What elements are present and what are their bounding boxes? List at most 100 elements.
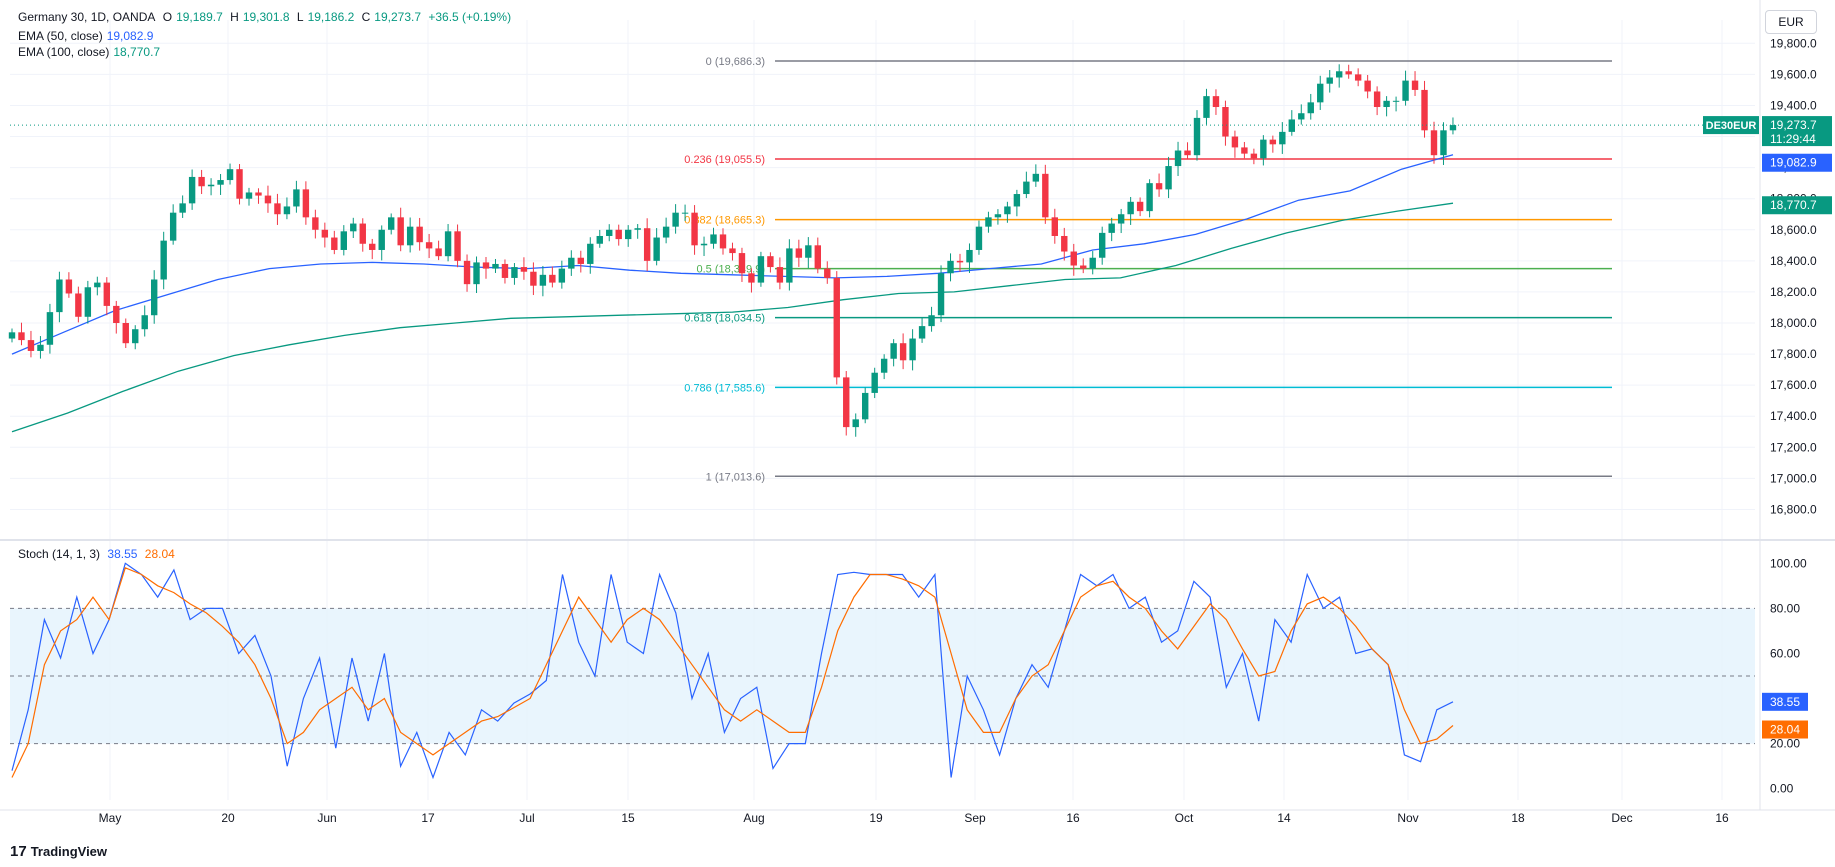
candle-body bbox=[947, 260, 954, 274]
candle-body bbox=[454, 231, 461, 261]
last-price-tag-bg bbox=[1762, 116, 1832, 147]
candle-body bbox=[160, 240, 167, 280]
x-tick-label: 20 bbox=[221, 811, 235, 825]
fib-label: 0.382 (18,665.3) bbox=[684, 215, 765, 227]
candle-body bbox=[757, 256, 765, 283]
candle-body bbox=[994, 214, 1002, 218]
candle-body bbox=[1061, 235, 1068, 252]
candle-body bbox=[606, 229, 613, 236]
candle-body bbox=[824, 268, 831, 278]
candle-body bbox=[672, 212, 679, 227]
y-tick-label: 17,800.0 bbox=[1770, 347, 1817, 361]
candle-body bbox=[795, 248, 803, 258]
candle-body bbox=[18, 332, 25, 341]
candle-body bbox=[1089, 257, 1096, 269]
candle-body bbox=[1383, 100, 1390, 108]
candle-body bbox=[1326, 77, 1333, 84]
candle-body bbox=[1165, 166, 1172, 190]
candle-body bbox=[890, 343, 897, 359]
y-tick-label: 17,600.0 bbox=[1770, 378, 1817, 392]
candle-body bbox=[169, 212, 177, 241]
candle-body bbox=[264, 195, 272, 204]
x-tick-label: Oct bbox=[1175, 811, 1194, 825]
candle-body bbox=[1070, 251, 1077, 266]
candle-body bbox=[122, 323, 129, 344]
candle-body bbox=[814, 245, 821, 269]
tradingview-logo[interactable]: 17 TradingView bbox=[10, 843, 107, 860]
candle-body bbox=[75, 293, 82, 317]
candle-body bbox=[226, 169, 234, 181]
stoch-d-line bbox=[11, 566, 1454, 778]
symbol-title[interactable]: Germany 30, 1D, OANDA bbox=[18, 10, 156, 24]
stoch-legend[interactable]: Stoch (14, 1, 3) 38.55 28.04 bbox=[18, 547, 179, 561]
y-tick-label: 19,400.0 bbox=[1770, 98, 1817, 112]
candle-body bbox=[1421, 89, 1428, 131]
x-tick-label: 17 bbox=[421, 811, 435, 825]
stoch-y-tick-label: 20.00 bbox=[1770, 737, 1800, 751]
candle-body bbox=[1222, 107, 1229, 137]
candle-body bbox=[786, 248, 793, 283]
open-label: O bbox=[162, 10, 173, 24]
candle-body bbox=[862, 392, 869, 420]
candle-body bbox=[729, 248, 736, 254]
candle-body bbox=[1193, 117, 1201, 156]
candle-body bbox=[587, 243, 594, 264]
fib-label: 0.236 (19,055.5) bbox=[684, 154, 765, 166]
candle-body bbox=[1108, 223, 1115, 233]
candle-body bbox=[255, 192, 262, 196]
ema50-tag: 19,082.9 bbox=[1770, 156, 1817, 170]
fib-label: 0.786 (17,585.6) bbox=[684, 382, 765, 394]
currency-button[interactable]: EUR bbox=[1765, 10, 1817, 34]
x-tick-label: Aug bbox=[743, 811, 764, 825]
candle-body bbox=[141, 315, 148, 330]
low-value: 19,186.2 bbox=[307, 10, 355, 24]
candle-body bbox=[1288, 119, 1295, 132]
x-tick-label: 14 bbox=[1277, 811, 1291, 825]
candle-body bbox=[473, 262, 480, 285]
candle-body bbox=[662, 226, 670, 238]
ema100-legend[interactable]: EMA (100, close) 18,770.7 bbox=[18, 45, 164, 59]
x-tick-label: Jun bbox=[317, 811, 336, 825]
candle-body bbox=[1392, 100, 1400, 102]
candle-body bbox=[179, 203, 186, 213]
candle-body bbox=[805, 245, 812, 258]
candle-body bbox=[1269, 139, 1277, 145]
candle-body bbox=[966, 249, 973, 263]
candle-body bbox=[378, 229, 385, 250]
close-value: 19,273.7 bbox=[374, 10, 422, 24]
x-tick-label: Dec bbox=[1611, 811, 1632, 825]
candle-body bbox=[710, 234, 717, 244]
low-label: L bbox=[296, 10, 304, 24]
candle-body bbox=[435, 248, 442, 257]
open-value: 19,189.7 bbox=[176, 10, 223, 24]
candle-body bbox=[738, 253, 746, 274]
candle-body bbox=[615, 229, 622, 240]
ema100-value: 18,770.7 bbox=[113, 45, 161, 59]
candle-body bbox=[558, 268, 566, 283]
x-tick-label: 16 bbox=[1066, 811, 1080, 825]
candle-body bbox=[520, 267, 528, 272]
candle-body bbox=[1203, 96, 1210, 118]
candle-body bbox=[236, 169, 243, 199]
x-tick-label: Nov bbox=[1397, 811, 1418, 825]
candle-body bbox=[928, 315, 935, 327]
ema100-line bbox=[11, 202, 1454, 433]
symbol-tag: DE30EUR bbox=[1706, 120, 1757, 132]
candle-body bbox=[321, 229, 329, 238]
stoch-y-tick-label: 100.00 bbox=[1770, 556, 1807, 570]
candle-body bbox=[416, 226, 423, 243]
candle-body bbox=[283, 206, 291, 215]
candle-body bbox=[681, 212, 689, 214]
y-tick-label: 17,200.0 bbox=[1770, 440, 1817, 454]
candle-body bbox=[103, 282, 110, 306]
price-tags: DE30EUR 19,273.711:29:44 19,082.9 18,770.7 3… bbox=[10, 116, 1832, 739]
x-tick-label: 18 bbox=[1511, 811, 1525, 825]
candle-body bbox=[568, 257, 575, 269]
candle-body bbox=[369, 243, 376, 250]
candle-body bbox=[463, 260, 471, 285]
ema100-tag-bg bbox=[1762, 196, 1832, 215]
ema50-legend[interactable]: EMA (50, close) 19,082.9 bbox=[18, 29, 157, 43]
change-value: +36.5 (+0.19%) bbox=[428, 10, 512, 24]
x-tick-label: 19 bbox=[869, 811, 883, 825]
